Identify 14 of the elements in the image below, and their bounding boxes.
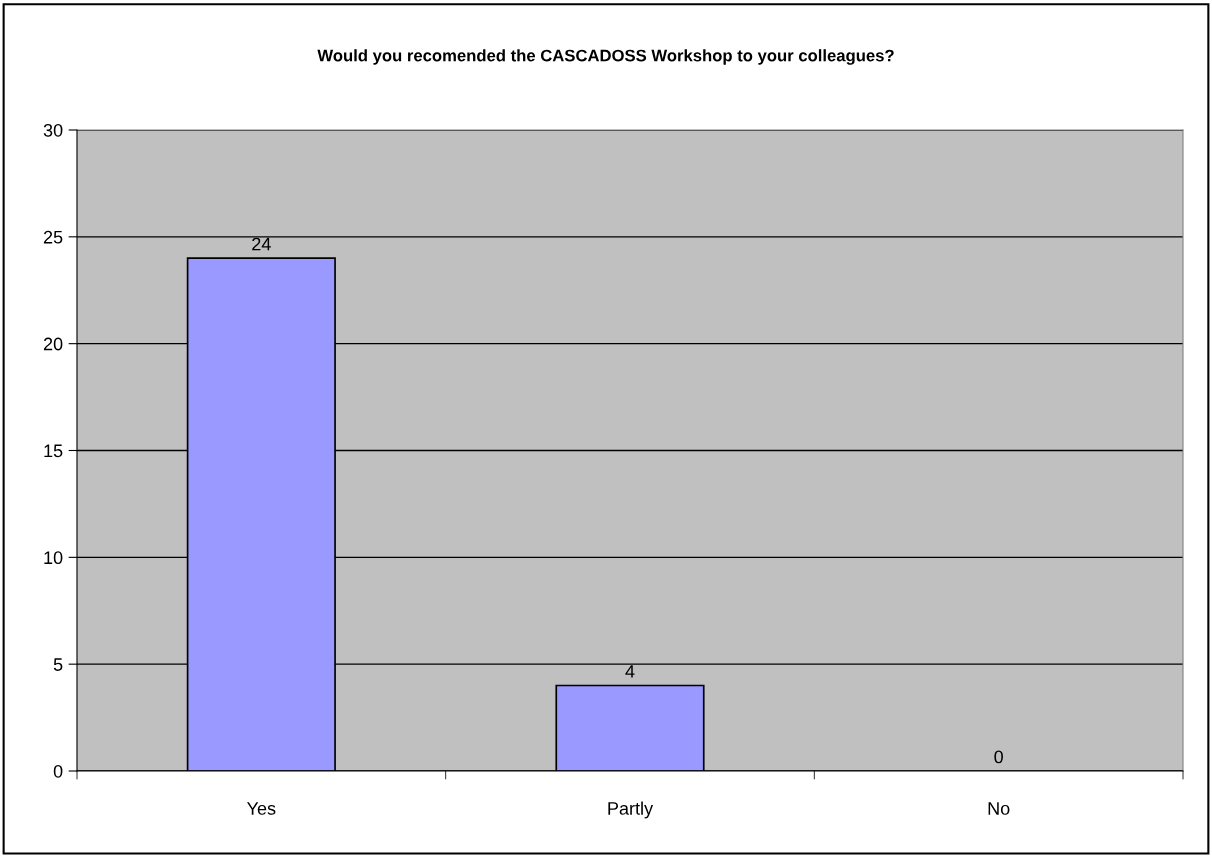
y-tick-label: 5 <box>53 658 63 671</box>
data-label: 24 <box>252 237 271 251</box>
y-tick-label: 20 <box>43 337 63 351</box>
x-tick-label: Partly <box>608 801 654 819</box>
y-tick-label: 15 <box>44 444 63 458</box>
x-tick-label: No <box>988 802 1010 815</box>
y-tick-label: 25 <box>43 230 63 244</box>
data-label: 4 <box>625 665 635 678</box>
chart-title: Would you recomended the CASCADOSS Workshop to your colleagues? <box>317 49 894 65</box>
y-tick-label: 0 <box>53 764 63 778</box>
y-tick-label: 30 <box>43 123 63 137</box>
data-label: 0 <box>994 750 1003 764</box>
y-tick-label: 10 <box>44 551 63 565</box>
x-tick-label: Yes <box>247 802 276 815</box>
